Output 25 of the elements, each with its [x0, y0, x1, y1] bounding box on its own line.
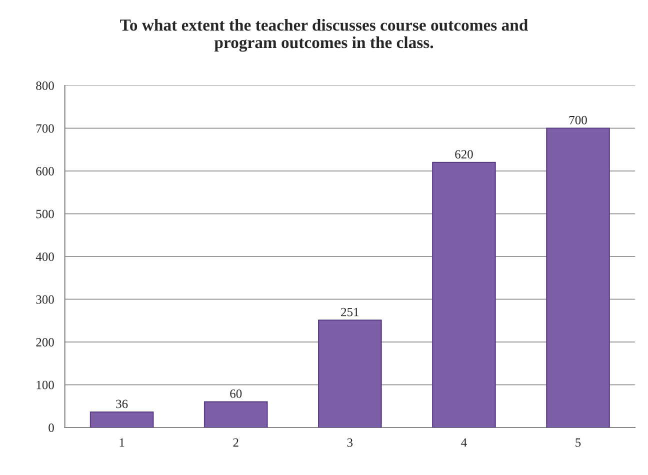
y-tick-label: 400: [36, 252, 54, 261]
data-label: 620: [455, 150, 473, 159]
y-tick-label: 200: [36, 338, 54, 346]
y-tick-label: 100: [36, 380, 54, 390]
y-tick-label: 500: [36, 210, 54, 218]
y-tick-label: 700: [36, 124, 54, 133]
y-tick-label: 300: [36, 295, 54, 304]
x-tick-label: 4: [461, 438, 467, 447]
bar: [432, 162, 496, 428]
x-tick-label: 5: [576, 438, 581, 447]
bar: [546, 128, 610, 428]
data-label: 36: [116, 400, 128, 408]
bar: [90, 412, 154, 428]
data-label: 251: [341, 308, 359, 316]
x-tick-label: 1: [120, 438, 124, 447]
x-tick-label: 3: [347, 438, 353, 447]
x-tick-label: 2: [233, 438, 238, 447]
y-tick-label: 0: [48, 424, 54, 432]
data-label: 60: [230, 389, 242, 398]
bar: [318, 320, 382, 428]
y-tick-label: 600: [36, 167, 54, 176]
bar: [204, 401, 268, 428]
y-tick-label: 800: [36, 82, 54, 90]
data-label: 700: [569, 116, 587, 124]
chart-title: To what extent the teacher discusses course outcomes and program outcomes in the class.: [120, 19, 528, 52]
